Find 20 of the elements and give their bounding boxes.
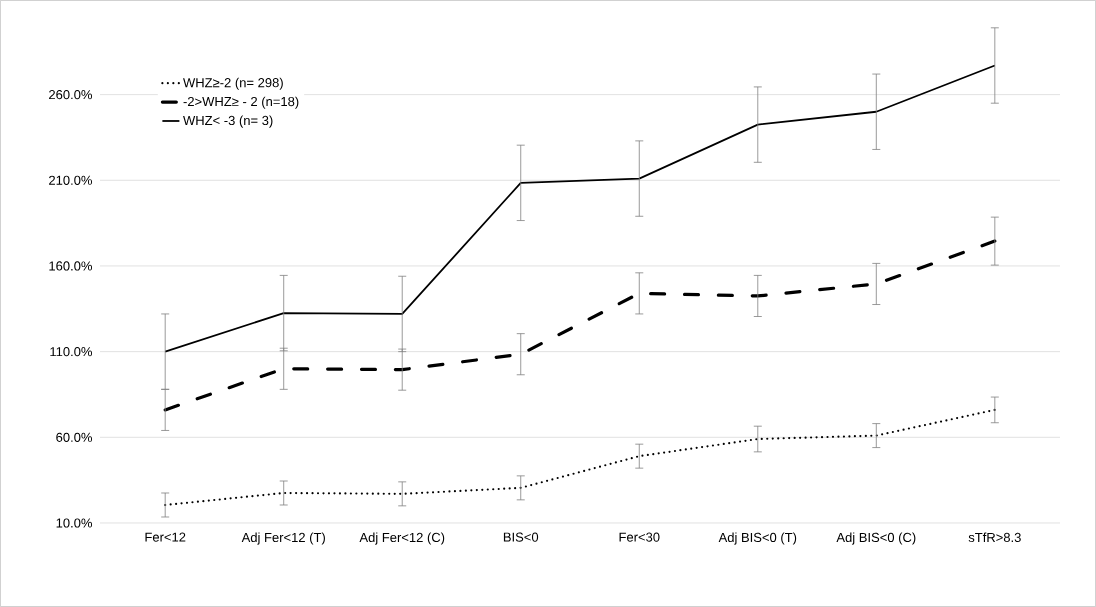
line-series — [163, 239, 997, 412]
x-tick-label: Adj Fer<12 (C) — [359, 532, 445, 545]
y-tick-label: 160.0% — [49, 261, 93, 271]
x-tick-label: Adj Fer<12 (T) — [241, 532, 325, 545]
y-tick-label: 260.0% — [49, 90, 93, 100]
x-tick-label: Fer<12 — [145, 532, 186, 542]
line-series — [164, 408, 996, 507]
x-tick-label: BIS<0 — [503, 532, 539, 542]
y-tick-label: 60.0% — [56, 432, 93, 442]
x-tick-label: Adj BIS<0 (T) — [718, 532, 797, 545]
x-tick-label: Adj BIS<0 (C) — [836, 532, 916, 545]
legend-label: -2>WHZ≥ - 2 (n=18) — [183, 96, 299, 109]
y-tick-label: 110.0% — [50, 347, 93, 357]
x-tick-label: Fer<30 — [619, 532, 660, 542]
legend-label: WHZ< -3 (n= 3) — [183, 115, 273, 128]
y-tick-label: 10.0% — [56, 518, 93, 528]
x-tick-label: sTfR>8.3 — [968, 532, 1021, 543]
legend-label: WHZ≥-2 (n= 298) — [183, 77, 283, 90]
line-series — [164, 64, 996, 353]
y-tick-label: 210.0% — [49, 175, 93, 185]
